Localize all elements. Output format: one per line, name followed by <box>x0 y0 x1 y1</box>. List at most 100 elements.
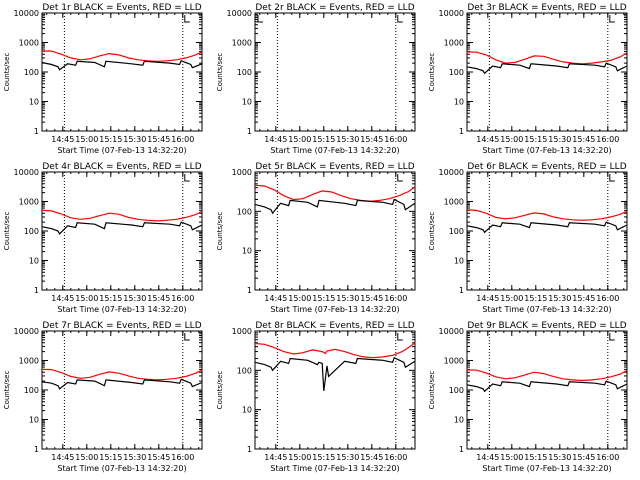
x-tick-label: 15:15 <box>99 453 122 462</box>
series-line-events <box>42 222 202 234</box>
x-axis-label: Start Time (07-Feb-13 14:32:20) <box>482 305 611 314</box>
y-tick-label: 10000 <box>14 9 39 18</box>
x-axis-label: Start Time (07-Feb-13 14:32:20) <box>482 146 611 155</box>
plot-frame <box>467 172 627 290</box>
y-tick-label: 100 <box>449 227 464 236</box>
y-tick-label: 10 <box>29 98 39 107</box>
y-tick-label: 1 <box>34 445 39 454</box>
x-tick-label: 16:00 <box>596 453 619 462</box>
plot-frame <box>42 331 202 449</box>
chart-title: Det 9r BLACK = Events, RED = LLD <box>467 321 626 331</box>
x-axis-label: Start Time (07-Feb-13 14:32:20) <box>270 305 399 314</box>
x-tick-label: 15:30 <box>123 135 146 144</box>
bracket-mark <box>185 333 190 340</box>
chart-title: Det 7r BLACK = Events, RED = LLD <box>42 321 201 331</box>
bracket-mark <box>185 15 190 22</box>
x-tick-label: 15:30 <box>548 294 571 303</box>
y-tick-label: 1 <box>459 286 464 295</box>
plot-frame <box>255 13 415 131</box>
y-tick-label: 10000 <box>439 168 464 177</box>
bracket-mark <box>398 174 403 181</box>
x-tick-label: 15:15 <box>524 453 547 462</box>
series-line-lld <box>467 210 627 220</box>
y-tick-label: 1000 <box>444 357 464 366</box>
bracket-mark <box>398 15 403 22</box>
x-tick-label: 15:00 <box>288 453 311 462</box>
y-tick-label: 10 <box>454 257 464 266</box>
chart-panel-3: Det 3r BLACK = Events, RED = LLD 1 10 100 10… <box>428 3 627 155</box>
y-tick-label: 10000 <box>439 9 464 18</box>
x-tick-label: 15:45 <box>572 294 595 303</box>
y-axis-label: Counts/sec <box>428 212 436 251</box>
y-axis-label: Counts/sec <box>428 371 436 410</box>
x-tick-label: 15:30 <box>336 135 359 144</box>
y-axis-label: Counts/sec <box>216 371 224 410</box>
series-line-lld <box>42 51 202 61</box>
bracket-mark <box>185 174 190 181</box>
y-tick-label: 10 <box>242 406 252 415</box>
x-tick-label: 15:30 <box>548 135 571 144</box>
y-tick-label: 1 <box>459 445 464 454</box>
x-tick-label: 15:15 <box>524 294 547 303</box>
y-axis-label: Counts/sec <box>216 53 224 92</box>
chart-title: Det 8r BLACK = Events, RED = LLD <box>255 321 414 331</box>
bracket-mark <box>398 333 403 340</box>
series-line-events <box>255 358 415 391</box>
series-line-lld <box>42 369 202 380</box>
x-tick-label: 16:00 <box>596 135 619 144</box>
x-tick-label: 16:00 <box>171 453 194 462</box>
y-tick-label: 1 <box>247 127 252 136</box>
x-tick-label: 15:00 <box>75 453 98 462</box>
y-tick-label: 10 <box>29 257 39 266</box>
y-tick-label: 10000 <box>14 168 39 177</box>
series-line-events <box>467 381 627 391</box>
x-tick-label: 15:15 <box>312 294 335 303</box>
x-tick-label: 15:00 <box>500 135 523 144</box>
chart-title: Det 6r BLACK = Events, RED = LLD <box>467 162 626 172</box>
x-tick-label: 15:30 <box>336 453 359 462</box>
y-axis-label: Counts/sec <box>3 212 11 251</box>
x-tick-label: 14:45 <box>264 135 287 144</box>
y-tick-label: 1000 <box>19 39 39 48</box>
y-tick-label: 100 <box>237 366 252 375</box>
x-tick-label: 15:45 <box>572 135 595 144</box>
y-tick-label: 10 <box>242 98 252 107</box>
series-line-lld <box>467 370 627 381</box>
x-tick-label: 15:30 <box>548 453 571 462</box>
plot-frame <box>467 331 627 449</box>
x-tick-label: 15:00 <box>75 294 98 303</box>
x-axis-label: Start Time (07-Feb-13 14:32:20) <box>57 305 186 314</box>
y-axis-label: Counts/sec <box>3 371 11 410</box>
y-tick-label: 1000 <box>444 39 464 48</box>
y-tick-label: 1 <box>34 127 39 136</box>
chart-panel-2: Det 2r BLACK = Events, RED = LLD 1 10 100 10… <box>216 3 415 155</box>
x-tick-label: 15:00 <box>288 135 311 144</box>
x-tick-label: 15:30 <box>123 453 146 462</box>
y-tick-label: 100 <box>24 68 39 77</box>
y-tick-label: 100 <box>237 207 252 216</box>
x-tick-label: 15:45 <box>360 294 383 303</box>
x-tick-label: 14:45 <box>476 453 499 462</box>
chart-title: Det 1r BLACK = Events, RED = LLD <box>42 3 201 13</box>
x-tick-label: 15:15 <box>312 453 335 462</box>
chart-title: Det 5r BLACK = Events, RED = LLD <box>255 162 414 172</box>
x-tick-label: 15:30 <box>336 294 359 303</box>
y-axis-label: Counts/sec <box>216 212 224 251</box>
chart-panel-1: Det 1r BLACK = Events, RED = LLD 1 10 100 10… <box>3 3 202 155</box>
y-tick-label: 1000 <box>19 357 39 366</box>
x-tick-label: 16:00 <box>384 294 407 303</box>
y-tick-label: 10000 <box>14 327 39 336</box>
y-tick-label: 100 <box>24 227 39 236</box>
x-tick-label: 15:00 <box>500 453 523 462</box>
x-tick-label: 16:00 <box>596 294 619 303</box>
chart-title: Det 3r BLACK = Events, RED = LLD <box>467 3 626 13</box>
x-tick-label: 14:45 <box>51 294 74 303</box>
y-tick-label: 1000 <box>232 168 252 177</box>
chart-panel-7: Det 7r BLACK = Events, RED = LLD 1 10 100 10… <box>3 321 202 473</box>
y-tick-label: 1 <box>247 445 252 454</box>
x-tick-label: 15:45 <box>147 453 170 462</box>
series-line-events <box>42 379 202 389</box>
series-line-lld <box>467 52 627 64</box>
x-tick-label: 15:00 <box>288 294 311 303</box>
y-axis-label: Counts/sec <box>428 53 436 92</box>
